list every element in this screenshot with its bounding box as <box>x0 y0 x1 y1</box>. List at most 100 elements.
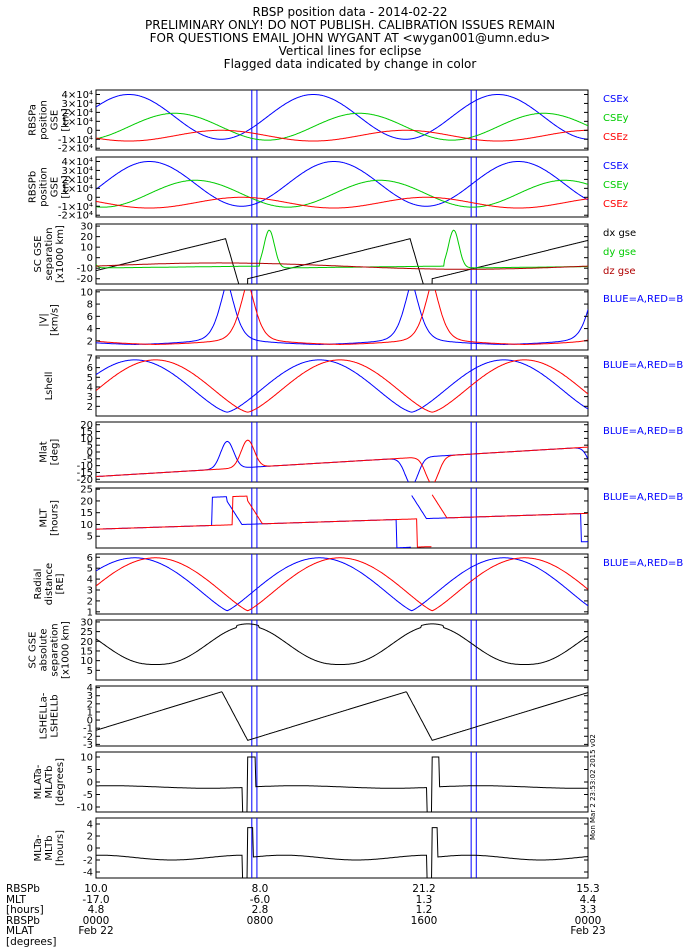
y-tick-label: 4 <box>87 324 93 335</box>
y-axis-label-line: LSHELLa- <box>39 692 50 739</box>
panel-frame <box>95 223 589 285</box>
y-axis-label: Radialdistance[RE] <box>33 563 66 605</box>
y-tick-label: 20 <box>80 496 93 507</box>
y-tick-label: 0 <box>87 716 93 727</box>
y-tick-label: 5 <box>87 532 93 543</box>
y-axis-label: SC GSEseparation[x1000 km] <box>33 225 66 283</box>
panel-frame <box>95 355 589 417</box>
y-tick-label: 3×10⁴ <box>62 99 93 110</box>
y-axis-label-line: [km] <box>61 175 72 198</box>
y-tick-label: 5 <box>87 666 93 677</box>
y-tick-label: 1×10⁴ <box>62 117 93 128</box>
y-tick-label: -10 <box>77 461 93 472</box>
footer-value: 10.0 <box>84 883 108 895</box>
header-title: RBSP position data - 2014-02-22 <box>252 5 448 19</box>
legend-entry: dx gse <box>603 228 636 239</box>
series-line <box>96 94 588 140</box>
y-tick-label: 15 <box>80 427 93 438</box>
y-axis-label-line: RBSPa <box>28 104 39 136</box>
footer-label-hours: [hours] <box>6 904 44 916</box>
footer-value: 4.8 <box>87 904 105 916</box>
panel-12: 420-2-4 MLTa-MLTb[hours] <box>33 817 589 879</box>
y-tick-label: 15 <box>80 508 93 519</box>
y-axis-label-line: [RE] <box>55 573 66 594</box>
y-tick-label: -20 <box>77 274 93 285</box>
y-axis-label-line: separation <box>50 623 61 676</box>
legend-entry: CSEy <box>603 180 629 191</box>
y-tick-label: -2×10⁴ <box>58 211 93 222</box>
series-line <box>96 112 588 141</box>
y-tick-label: 2 <box>87 832 93 843</box>
footer-value: -6.0 <box>249 893 271 906</box>
series-line <box>96 691 588 741</box>
y-tick-label: 1 <box>87 707 93 718</box>
y-tick-label: -1 <box>83 724 93 735</box>
y-axis-label: Mlat[deg] <box>39 439 61 466</box>
footer-label-rbspb: RBSPb <box>6 883 40 895</box>
y-tick-label: -2 <box>83 856 93 867</box>
y-axis-label: RBSPapositionGSE[km] <box>28 100 72 140</box>
y-tick-label: 4×10⁴ <box>62 90 93 101</box>
y-tick-label: 3 <box>87 392 93 403</box>
legend-entry: BLUE=A,RED=B <box>603 558 683 569</box>
y-tick-label: 6 <box>87 553 93 564</box>
y-axis-label-line: [km/s] <box>50 304 61 336</box>
y-tick-label: 4×10⁴ <box>62 157 93 168</box>
y-tick-label: 0 <box>87 193 93 204</box>
footer-value: 0000 <box>82 914 110 927</box>
series-line <box>96 756 588 812</box>
y-tick-label: 3×10⁴ <box>62 166 93 177</box>
y-axis-label: |V|[km/s] <box>39 304 61 336</box>
y-tick-label: 5 <box>87 441 93 452</box>
y-axis-label-line: MLTa- <box>33 834 44 861</box>
footer-value: 4.4 <box>579 893 597 906</box>
series-line <box>96 557 588 612</box>
y-axis-label-line: Mlat <box>39 441 50 463</box>
y-axis-label-line: position <box>39 100 50 140</box>
y-tick-label: 2×10⁴ <box>62 175 93 186</box>
footer-value: 1.2 <box>415 904 433 916</box>
footer-value: Feb 22 <box>78 925 114 937</box>
footer-value: Feb 23 <box>570 925 606 937</box>
y-tick-label: 3 <box>87 586 93 597</box>
y-axis-label-line: [x1000 km] <box>55 225 66 283</box>
panel-frame <box>95 751 589 813</box>
y-tick-label: -2 <box>83 732 93 743</box>
series-line <box>96 290 588 345</box>
y-axis-label: SC GSEabsoluteseparation[x1000 km] <box>28 621 72 679</box>
y-tick-label: 4 <box>87 820 93 831</box>
y-axis-label-line: absolute <box>39 629 50 672</box>
side-stamp: Mon Mar 2 23:53:02 2015 v02 <box>589 734 597 840</box>
series-line <box>96 129 588 142</box>
y-tick-label: 4 <box>87 382 93 393</box>
y-tick-label: 0 <box>87 844 93 855</box>
y-tick-label: -5 <box>83 454 93 465</box>
y-tick-label: -4 <box>83 868 93 879</box>
series-line <box>96 494 588 548</box>
y-axis-label-line: RBSPb <box>28 171 39 203</box>
y-tick-label: 7 <box>87 353 93 364</box>
y-axis-label-line: [deg] <box>50 439 61 466</box>
panel-frame <box>95 817 589 879</box>
y-tick-label: -5 <box>83 790 93 801</box>
y-tick-label: 2 <box>87 402 93 413</box>
y-axis-label: LSHELLa-LSHELLb <box>39 692 61 739</box>
header-eclipse-note: Vertical lines for eclipse <box>278 44 422 58</box>
legend-entry: dz gse <box>603 266 636 277</box>
series-line <box>96 229 588 269</box>
series-line <box>96 179 588 208</box>
y-axis-label-line: Radial <box>33 569 44 600</box>
y-axis-label-line: GSE <box>50 110 61 130</box>
y-tick-label: 1 <box>87 607 93 618</box>
y-tick-label: -1×10⁴ <box>58 202 93 213</box>
y-tick-label: 3 <box>87 691 93 702</box>
y-axis-label-line: LSHELLb <box>50 694 61 737</box>
footer-label-mlat: MLAT <box>6 925 34 937</box>
y-axis-label-line: GSE <box>50 177 61 197</box>
panel-frame <box>95 289 589 351</box>
y-tick-label: 10 <box>80 753 93 764</box>
legend-entry: CSEz <box>603 199 628 210</box>
series-line <box>96 196 588 209</box>
